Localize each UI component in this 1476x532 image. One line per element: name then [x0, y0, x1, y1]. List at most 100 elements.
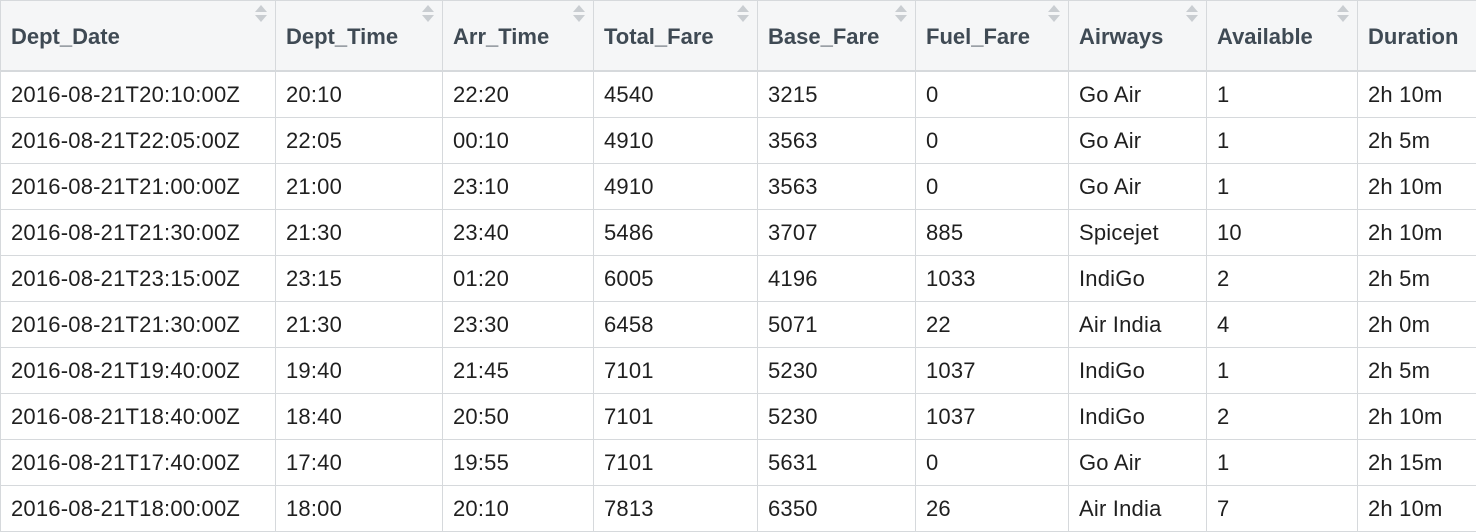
- table-cell-total-fare: 5486: [593, 209, 758, 256]
- table-cell-dept-time: 21:30: [275, 301, 443, 348]
- column-header-label: Available: [1217, 23, 1313, 49]
- sort-descending-icon: [255, 15, 267, 22]
- sort-arrows-icon[interactable]: [573, 5, 585, 25]
- table-row: 2016-08-21T18:00:00Z 18:00 20:10 7813 6350 26…: [0, 485, 1476, 532]
- sort-arrows-icon[interactable]: [255, 5, 267, 25]
- sort-descending-icon: [573, 15, 585, 22]
- sort-ascending-icon: [1186, 5, 1198, 12]
- table-cell-dept-time: 21:00: [275, 163, 443, 210]
- table-cell-airways: Air India: [1068, 485, 1207, 532]
- table-cell-duration: 2h 10m: [1357, 209, 1476, 256]
- column-header-dept-date[interactable]: Dept_Date: [0, 0, 276, 72]
- table-row: 2016-08-21T17:40:00Z 17:40 19:55 7101 5631 0 G…: [0, 439, 1476, 486]
- sort-arrows-icon[interactable]: [895, 5, 907, 25]
- table-cell-arr-time: 20:50: [442, 393, 594, 440]
- table-cell-base-fare: 5071: [757, 301, 916, 348]
- table-cell-duration: 2h 10m: [1357, 163, 1476, 210]
- table-cell-available: 2: [1206, 393, 1358, 440]
- column-header-arr-time[interactable]: Arr_Time: [442, 0, 594, 72]
- table-cell-dept-time: 17:40: [275, 439, 443, 486]
- sort-arrows-icon[interactable]: [737, 5, 749, 25]
- table-cell-base-fare: 3215: [757, 70, 916, 118]
- table-cell-fuel-fare: 22: [915, 301, 1069, 348]
- table-cell-airways: Go Air: [1068, 163, 1207, 210]
- table-cell-available: 1: [1206, 117, 1358, 164]
- sort-arrows-icon[interactable]: [1186, 5, 1198, 25]
- table-cell-arr-time: 21:45: [442, 347, 594, 394]
- sort-ascending-icon: [573, 5, 585, 12]
- sort-ascending-icon: [255, 5, 267, 12]
- column-header-available[interactable]: Available: [1206, 0, 1358, 72]
- table-cell-total-fare: 6458: [593, 301, 758, 348]
- table-cell-dept-date: 2016-08-21T17:40:00Z: [0, 439, 276, 486]
- table-cell-base-fare: 3563: [757, 117, 916, 164]
- table-cell-fuel-fare: 1037: [915, 347, 1069, 394]
- table-cell-available: 2: [1206, 255, 1358, 302]
- table-cell-total-fare: 4910: [593, 163, 758, 210]
- table-cell-duration: 2h 15m: [1357, 439, 1476, 486]
- table-cell-fuel-fare: 1033: [915, 255, 1069, 302]
- table-cell-base-fare: 3707: [757, 209, 916, 256]
- table-row: 2016-08-21T20:10:00Z 20:10 22:20 4540 3215 0 G…: [0, 70, 1476, 118]
- table-cell-base-fare: 5631: [757, 439, 916, 486]
- table-body: 2016-08-21T20:10:00Z 20:10 22:20 4540 3215 0 G…: [0, 70, 1476, 532]
- table-cell-total-fare: 7101: [593, 347, 758, 394]
- table-cell-airways: IndiGo: [1068, 347, 1207, 394]
- table-cell-airways: IndiGo: [1068, 393, 1207, 440]
- column-header-label: Arr_Time: [453, 23, 550, 49]
- table-row: 2016-08-21T21:30:00Z 21:30 23:30 6458 5071 22…: [0, 301, 1476, 348]
- table-row: 2016-08-21T21:00:00Z 21:00 23:10 4910 3563 0 G…: [0, 163, 1476, 210]
- header-row: Dept_Date Dept_Time Arr_Time Total_Fare Base…: [0, 0, 1476, 72]
- column-header-label: Base_Fare: [768, 23, 880, 49]
- table-cell-dept-time: 21:30: [275, 209, 443, 256]
- sort-descending-icon: [737, 15, 749, 22]
- column-header-dept-time[interactable]: Dept_Time: [275, 0, 443, 72]
- column-header-label: Airways: [1079, 23, 1164, 49]
- table-row: 2016-08-21T18:40:00Z 18:40 20:50 7101 5230 10…: [0, 393, 1476, 440]
- table-row: 2016-08-21T22:05:00Z 22:05 00:10 4910 3563 0 G…: [0, 117, 1476, 164]
- sort-descending-icon: [1186, 15, 1198, 22]
- sort-ascending-icon: [422, 5, 434, 12]
- table-cell-dept-date: 2016-08-21T18:40:00Z: [0, 393, 276, 440]
- table-cell-base-fare: 5230: [757, 347, 916, 394]
- table-cell-total-fare: 6005: [593, 255, 758, 302]
- table-cell-dept-time: 20:10: [275, 70, 443, 118]
- sort-arrows-icon[interactable]: [422, 5, 434, 25]
- table-cell-available: 1: [1206, 347, 1358, 394]
- table-cell-dept-date: 2016-08-21T23:15:00Z: [0, 255, 276, 302]
- table-cell-airways: Air India: [1068, 301, 1207, 348]
- table-cell-total-fare: 7101: [593, 439, 758, 486]
- table-cell-airways: IndiGo: [1068, 255, 1207, 302]
- table-cell-fuel-fare: 1037: [915, 393, 1069, 440]
- table-cell-duration: 2h 10m: [1357, 70, 1476, 118]
- table-cell-dept-date: 2016-08-21T18:00:00Z: [0, 485, 276, 532]
- column-header-base-fare[interactable]: Base_Fare: [757, 0, 916, 72]
- table-cell-arr-time: 23:10: [442, 163, 594, 210]
- sort-descending-icon: [1048, 15, 1060, 22]
- column-header-fuel-fare[interactable]: Fuel_Fare: [915, 0, 1069, 72]
- sort-arrows-icon[interactable]: [1048, 5, 1060, 25]
- column-header-airways[interactable]: Airways: [1068, 0, 1207, 72]
- table-cell-airways: Spicejet: [1068, 209, 1207, 256]
- table-cell-total-fare: 4540: [593, 70, 758, 118]
- table-cell-dept-time: 22:05: [275, 117, 443, 164]
- table-cell-arr-time: 01:20: [442, 255, 594, 302]
- table-cell-total-fare: 7101: [593, 393, 758, 440]
- table-cell-arr-time: 00:10: [442, 117, 594, 164]
- table-cell-duration: 2h 5m: [1357, 117, 1476, 164]
- sort-arrows-icon[interactable]: [1337, 5, 1349, 25]
- sort-descending-icon: [1337, 15, 1349, 22]
- sort-descending-icon: [422, 15, 434, 22]
- sort-ascending-icon: [737, 5, 749, 12]
- table-cell-duration: 2h 5m: [1357, 255, 1476, 302]
- table-cell-available: 10: [1206, 209, 1358, 256]
- table-cell-dept-date: 2016-08-21T21:00:00Z: [0, 163, 276, 210]
- column-header-duration[interactable]: Duration: [1357, 0, 1476, 72]
- column-header-total-fare[interactable]: Total_Fare: [593, 0, 758, 72]
- table-cell-arr-time: 23:40: [442, 209, 594, 256]
- sort-ascending-icon: [1337, 5, 1349, 12]
- table-cell-dept-time: 18:00: [275, 485, 443, 532]
- table-cell-fuel-fare: 885: [915, 209, 1069, 256]
